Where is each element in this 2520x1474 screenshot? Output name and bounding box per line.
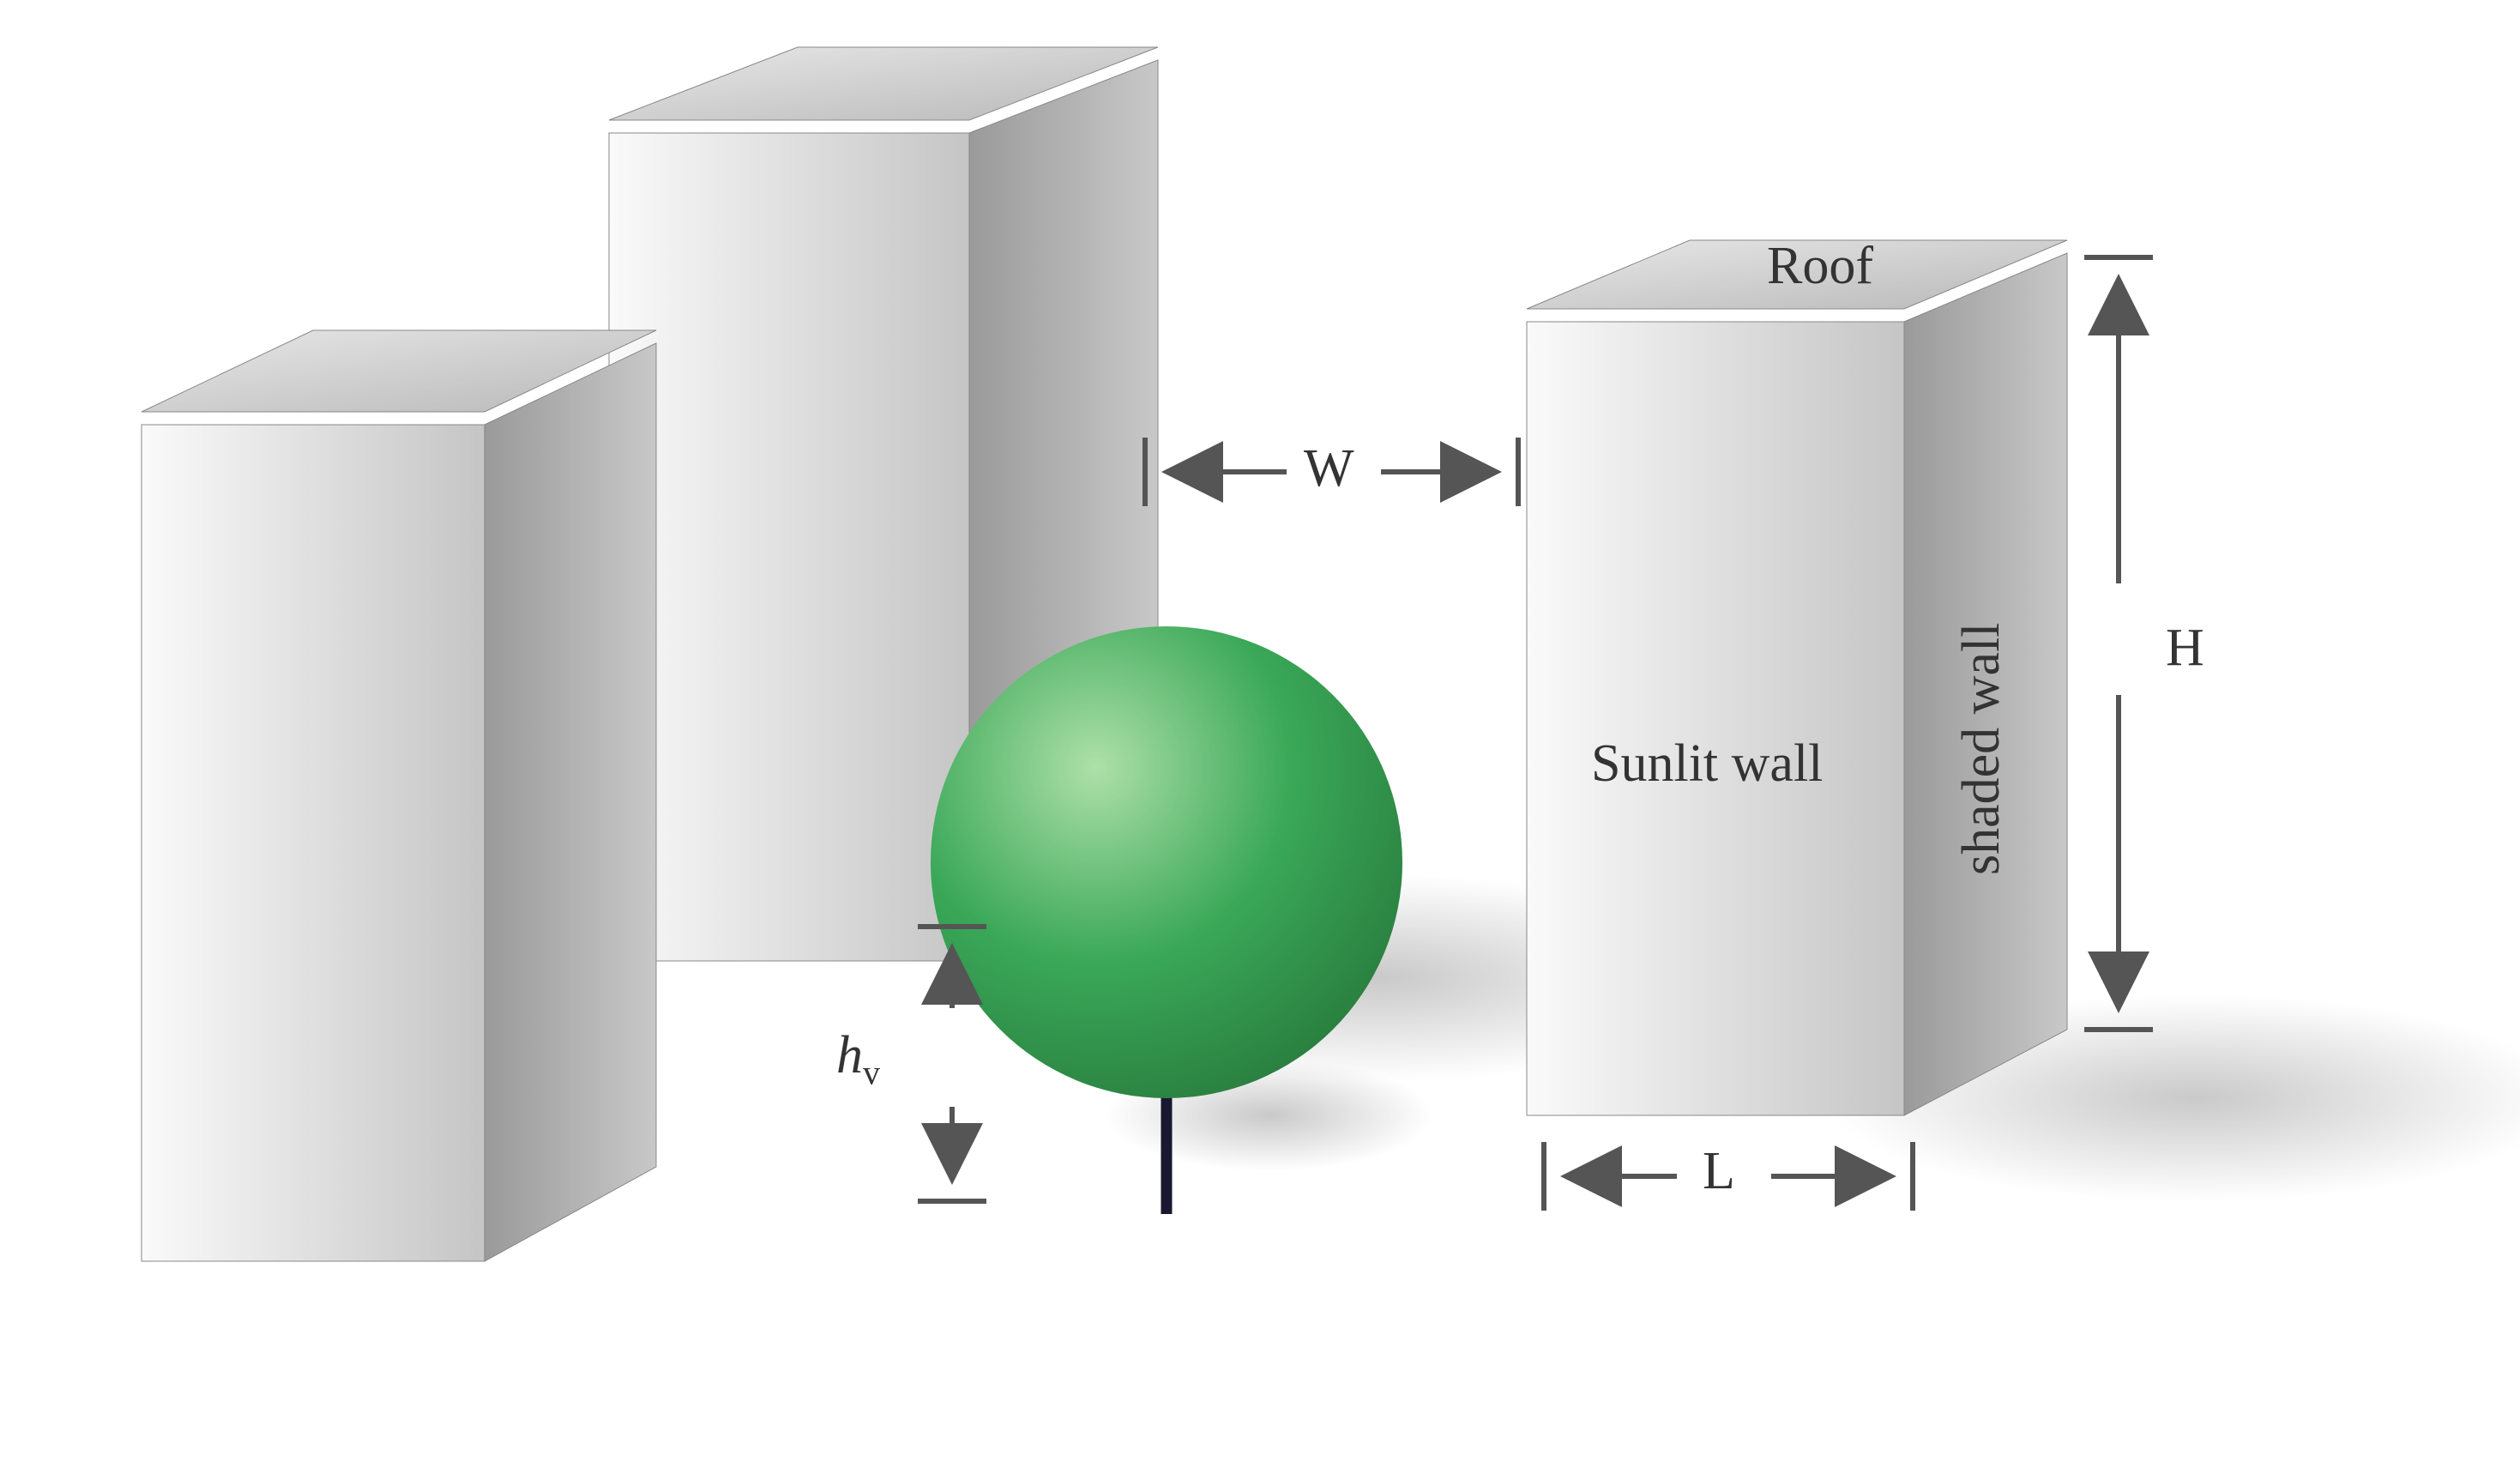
label-L: L — [1703, 1141, 1735, 1202]
label-hv: hv — [836, 1025, 880, 1092]
dimension-H — [2084, 257, 2153, 1030]
label-hv-h: h — [836, 1026, 863, 1084]
urban-canyon-diagram — [0, 0, 2520, 1474]
label-H: H — [2166, 618, 2204, 679]
label-shaded-wall: shaded wall — [1951, 623, 2012, 875]
label-hv-sub: v — [863, 1053, 880, 1091]
label-roof: Roof — [1767, 236, 1873, 297]
label-W: W — [1304, 438, 1354, 499]
label-sunlit-wall: Sunlit wall — [1591, 734, 1823, 794]
building-back-left — [142, 330, 656, 1261]
